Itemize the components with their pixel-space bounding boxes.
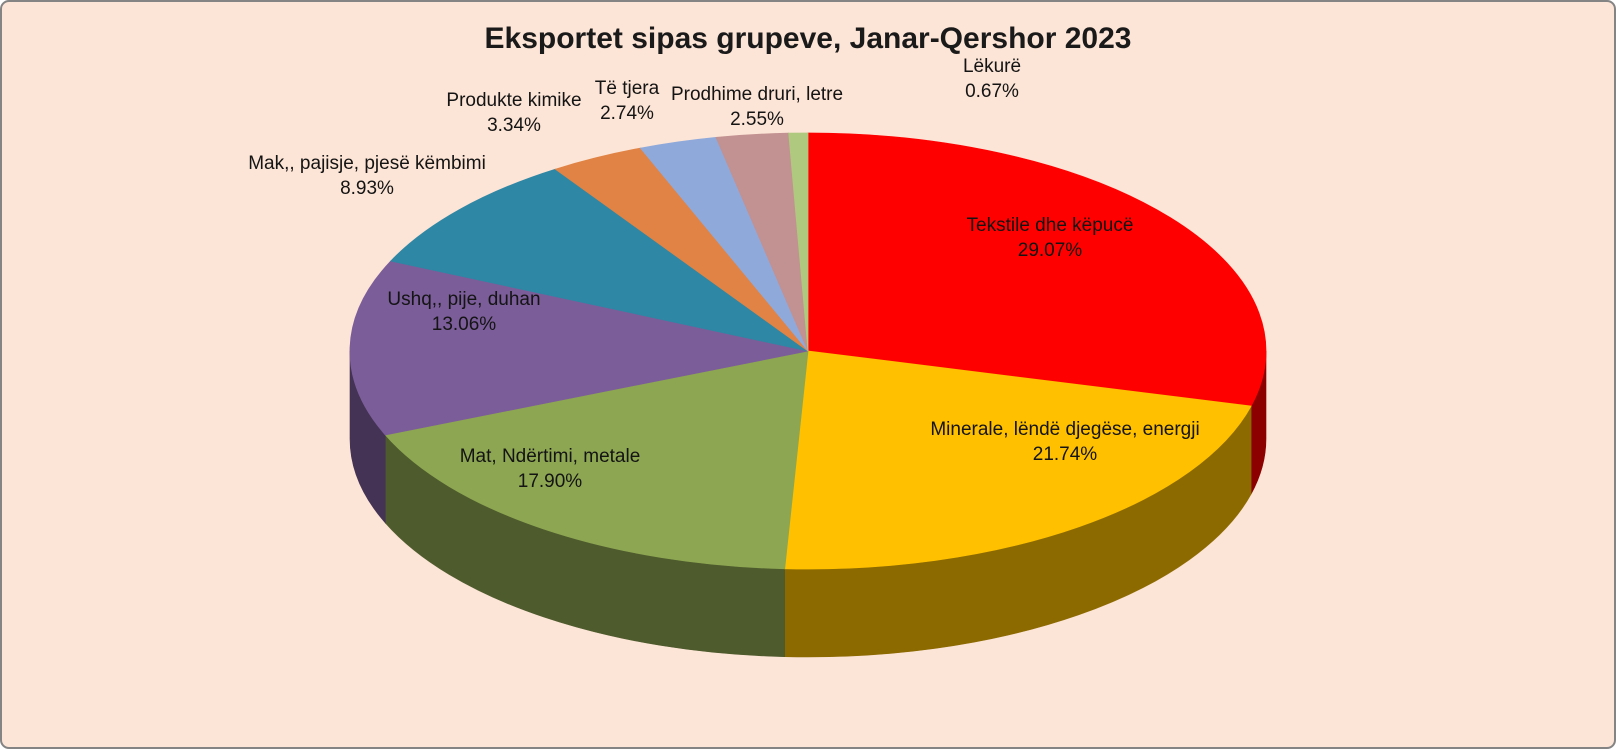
slice-label-7: Prodhime druri, letre 2.55% (671, 84, 843, 130)
slice-label-8: Lëkurë 0.67% (963, 56, 1021, 102)
chart-title: Eksportet sipas grupeve, Janar-Qershor 2… (484, 22, 1132, 55)
pie-slice-8[interactable] (788, 132, 809, 352)
pie-slice-3[interactable] (349, 260, 809, 436)
slice-label-3: Ushq,, pije, duhan 13.06% (387, 289, 540, 335)
pie-slice-2[interactable] (384, 350, 809, 570)
pie-slice-0[interactable] (807, 132, 1267, 407)
pie-slice-4[interactable] (390, 168, 809, 352)
slice-label-5: Produkte kimike 3.34% (446, 90, 581, 136)
slice-label-4: Mak,, pajisje, pjesë këmbimi 8.93% (248, 153, 486, 199)
slice-label-1: Minerale, lëndë djegëse, energji 21.74% (930, 419, 1199, 465)
pie-slice-1[interactable] (784, 350, 1252, 570)
slice-label-0: Tekstile dhe këpucë 29.07% (967, 215, 1134, 261)
slice-label-6: Të tjera 2.74% (595, 78, 660, 124)
slice-label-2: Mat, Ndërtimi, metale 17.90% (460, 446, 641, 492)
